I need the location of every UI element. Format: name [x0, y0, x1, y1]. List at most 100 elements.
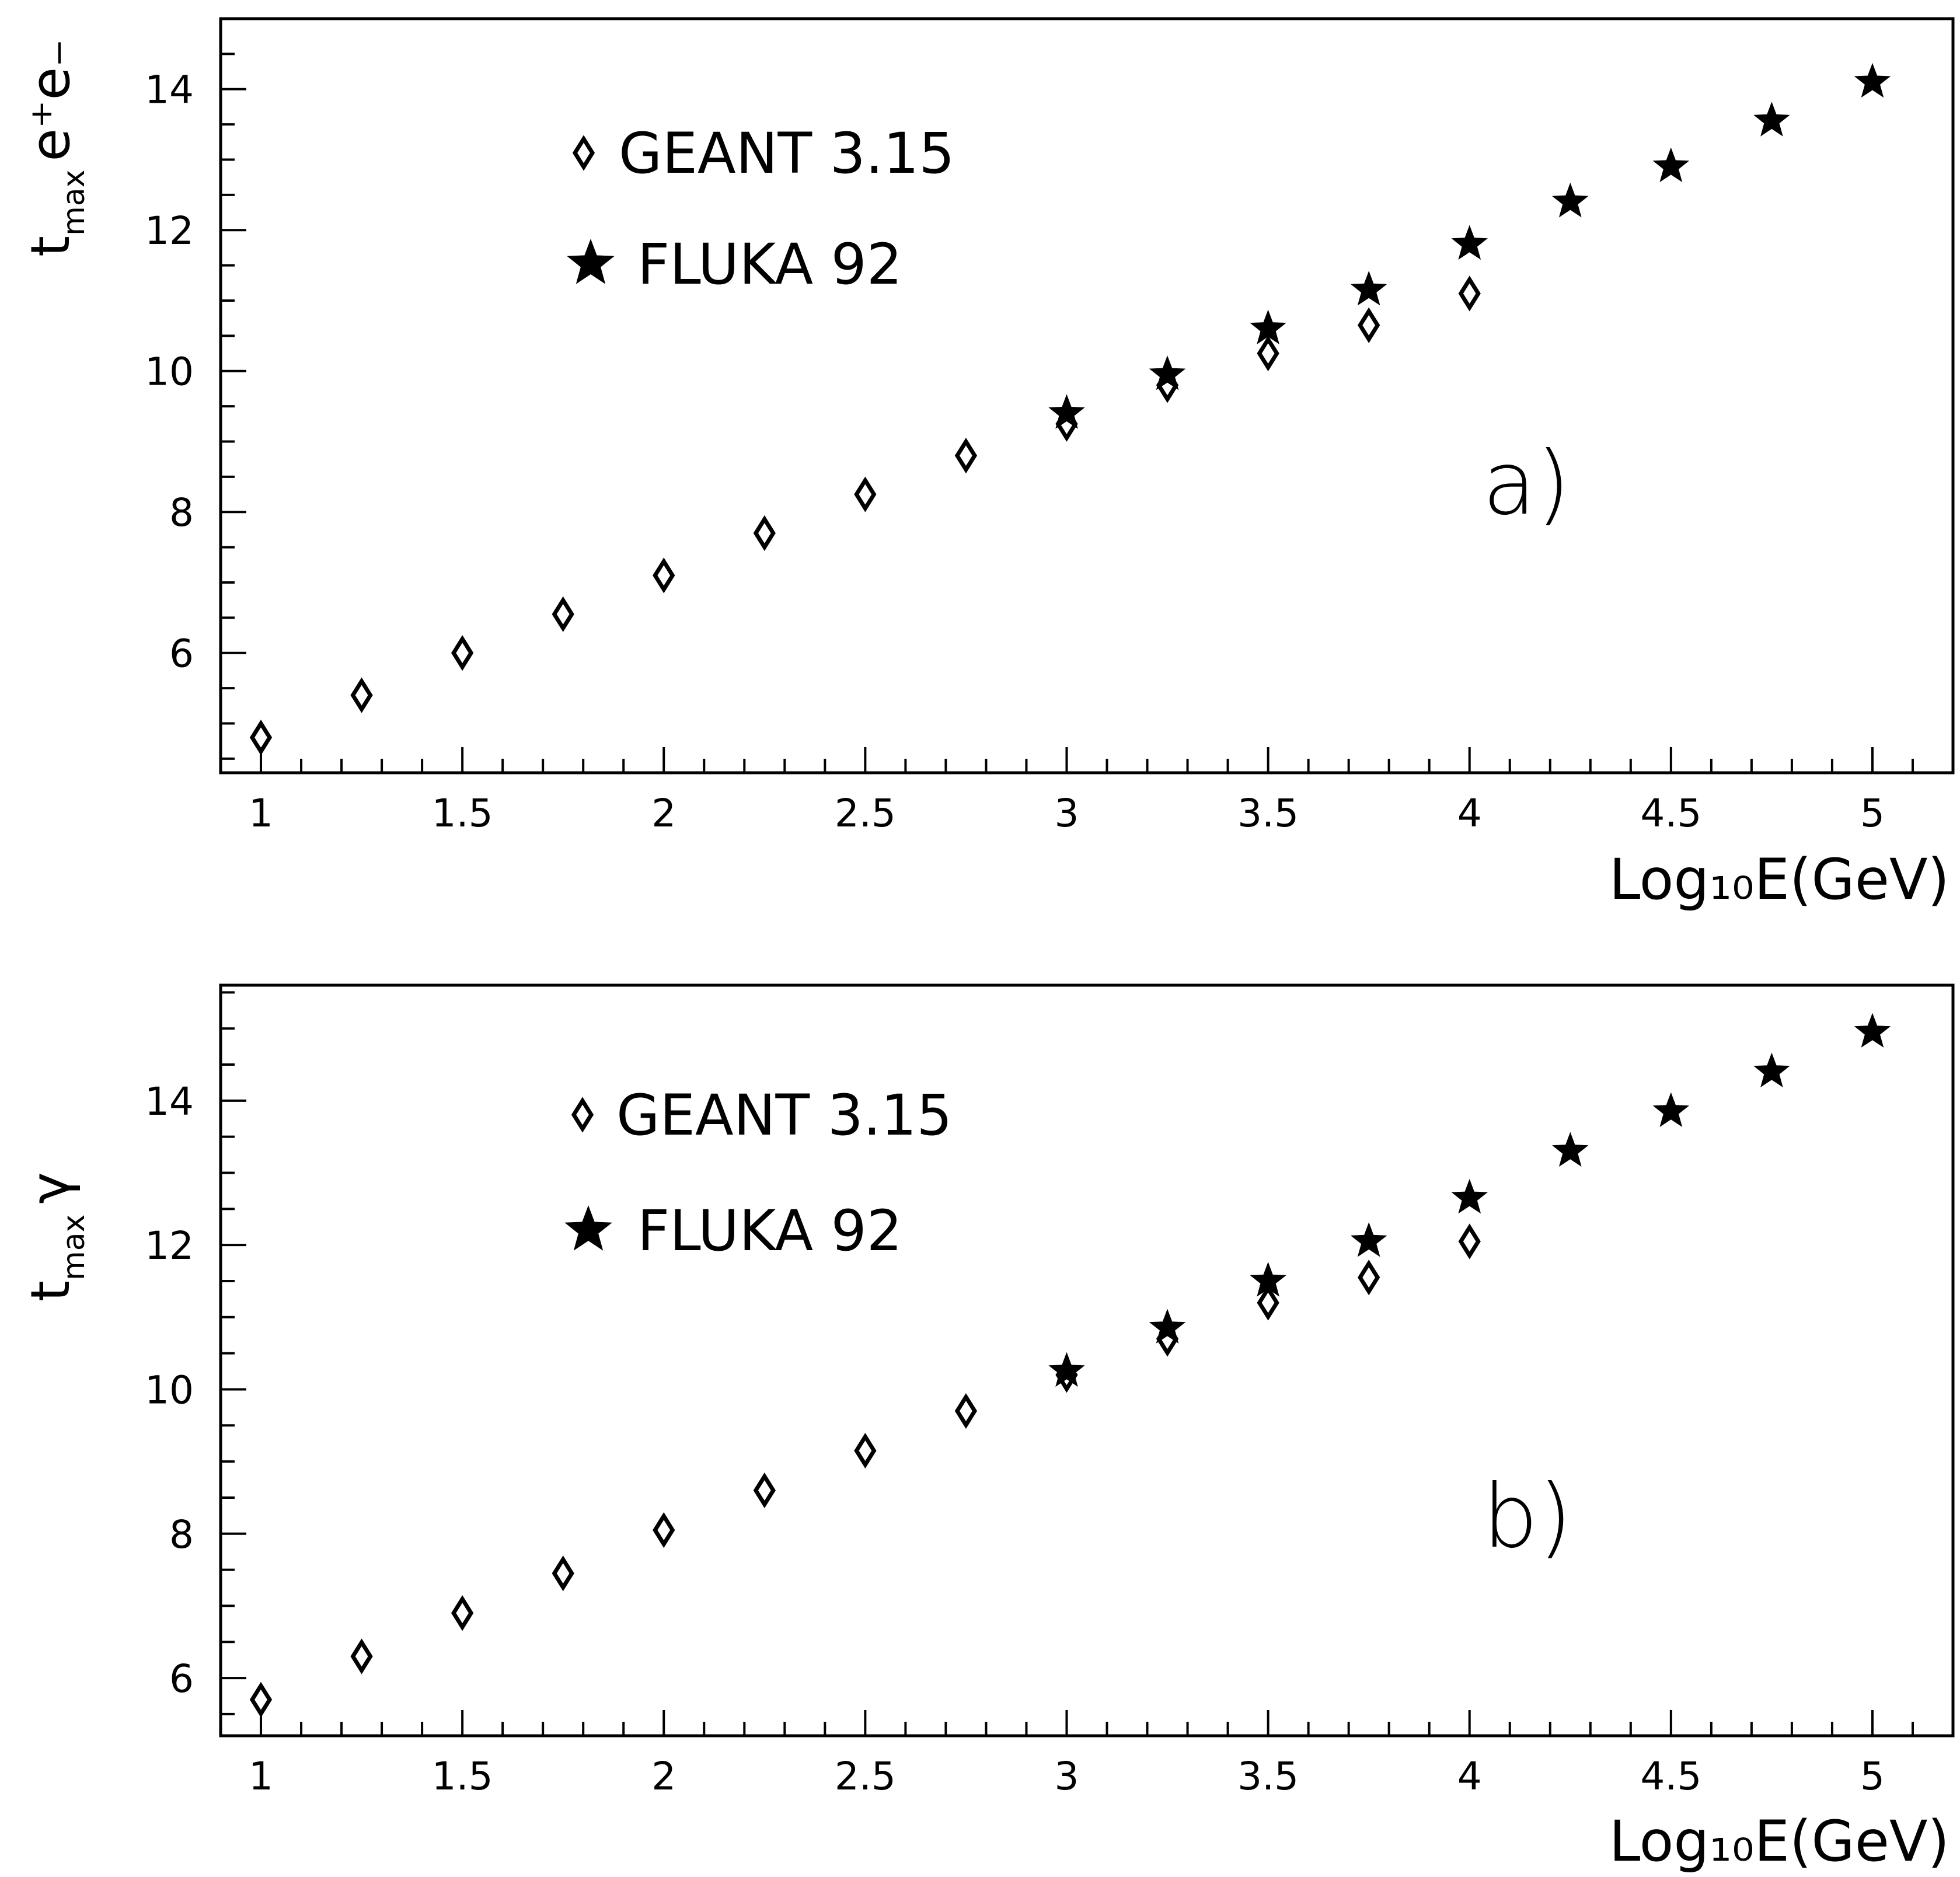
data-point-geant: [854, 476, 877, 512]
legend-diamond-symbol: [571, 1097, 594, 1133]
x-tick-label: 3: [1054, 1754, 1079, 1799]
data-point-geant: [1257, 335, 1279, 372]
data-point-fluka: [1350, 271, 1387, 306]
y-tick-label: 6: [169, 632, 194, 676]
y-tick-label: 8: [169, 490, 194, 535]
data-point-fluka: [1250, 1262, 1286, 1297]
data-point-fluka: [1350, 1222, 1387, 1257]
data-point-fluka: [1551, 183, 1589, 218]
data-point-geant: [653, 1512, 675, 1548]
plot-frame: [219, 17, 1955, 774]
data-point-geant: [350, 1638, 373, 1674]
data-point-geant: [1458, 275, 1481, 312]
data-point-geant: [854, 1432, 877, 1469]
data-point-geant: [653, 557, 675, 594]
data-point-geant: [552, 1555, 574, 1592]
x-tick-label: 2.5: [835, 1754, 896, 1799]
data-point-fluka: [1149, 355, 1186, 390]
x-axis-ticks: 1 1.5 2 2.5 3 3.5 4 4.5 5: [219, 747, 1954, 836]
y-axis-label-sub: max: [57, 1215, 92, 1281]
x-tick-label: 2.5: [835, 791, 896, 836]
data-point-geant: [753, 1472, 776, 1509]
series-layer: [249, 1013, 1891, 1718]
y-axis-label: tmax γ: [19, 1172, 92, 1302]
data-point-geant: [451, 1595, 474, 1631]
legend-marker-geant: [571, 1097, 594, 1133]
legend-marker-geant: [572, 135, 595, 171]
data-point-geant: [249, 720, 273, 756]
y-axis-label-sub: max: [57, 170, 92, 236]
y-tick-label: 6: [169, 1656, 194, 1701]
y-tick-label: 12: [145, 1223, 194, 1268]
data-point-geant: [1257, 1285, 1279, 1321]
legend-star-symbol: [567, 239, 615, 284]
data-point-geant: [350, 677, 373, 713]
data-point-fluka: [1854, 62, 1891, 98]
legend-label-fluka: FLUKA 92: [637, 232, 902, 297]
x-tick-label: 5: [1860, 791, 1885, 836]
data-point-fluka: [1451, 1178, 1488, 1214]
legend: GEANT 3.15 FLUKA 92: [567, 121, 954, 297]
x-tick-label: 5: [1860, 1754, 1885, 1799]
y-axis-label-main: t: [19, 1281, 82, 1302]
svg-text:tmaxγ: tmax γ: [19, 1172, 92, 1302]
x-tick-label: 4.5: [1640, 1754, 1701, 1799]
legend-label-geant: GEANT 3.15: [619, 121, 954, 186]
data-point-geant: [451, 635, 474, 671]
y-axis-label-suffix: γ: [19, 1172, 82, 1203]
data-point-fluka: [1854, 1013, 1891, 1048]
legend: GEANT 3.15 FLUKA 92: [564, 1083, 952, 1264]
plot-frame: [219, 983, 1955, 1738]
x-tick-label: 3.5: [1237, 791, 1299, 836]
data-point-fluka: [1551, 1132, 1589, 1167]
data-point-geant: [753, 515, 776, 552]
x-tick-label: 4.5: [1640, 791, 1701, 836]
x-tick-label: 1.5: [432, 1754, 493, 1799]
panel-b: 1 1.5 2 2.5 3 3.5 4 4.5 5 6 8 10 12 14 tmax γ Log₁₀E(…: [19, 983, 1955, 1874]
data-point-geant: [1458, 1223, 1481, 1260]
y-axis-ticks: 6 8 10 12 14: [145, 991, 246, 1715]
legend-label-geant: GEANT 3.15: [616, 1083, 952, 1148]
panel-label: a): [1483, 433, 1570, 535]
y-tick-label: 14: [145, 1079, 194, 1124]
panel-label: b): [1483, 1466, 1572, 1568]
legend-marker-fluka: [567, 239, 615, 284]
y-axis-label: tmax e⁺e₋: [19, 39, 92, 257]
data-point-geant: [1358, 1260, 1380, 1296]
y-tick-label: 10: [145, 350, 194, 395]
x-tick-label: 1.5: [432, 791, 493, 836]
data-point-geant: [1358, 307, 1380, 343]
legend-label-fluka: FLUKA 92: [637, 1198, 902, 1264]
x-tick-label: 2: [651, 791, 676, 836]
legend-diamond-symbol: [572, 135, 595, 171]
legend-star-symbol: [564, 1205, 612, 1251]
data-point-geant: [249, 1681, 273, 1718]
data-point-fluka: [1652, 147, 1690, 183]
data-point-fluka: [1451, 225, 1488, 260]
data-point-geant: [954, 1393, 978, 1429]
x-tick-label: 3: [1054, 791, 1079, 836]
legend-marker-fluka: [564, 1205, 612, 1251]
y-tick-label: 8: [169, 1512, 194, 1557]
data-point-fluka: [1652, 1092, 1690, 1128]
data-point-geant: [552, 596, 574, 632]
x-tick-label: 4: [1457, 1754, 1482, 1799]
series-layer: [249, 62, 1891, 756]
data-point-fluka: [1753, 102, 1790, 137]
x-tick-label: 3.5: [1237, 1754, 1299, 1799]
x-axis-ticks: 1 1.5 2 2.5 3 3.5 4 4.5 5: [219, 1710, 1954, 1799]
y-tick-label: 10: [145, 1367, 194, 1412]
x-axis-label: Log₁₀E(GeV): [1609, 1809, 1949, 1874]
x-tick-label: 2: [651, 1754, 676, 1799]
y-tick-label: 14: [145, 68, 194, 113]
data-point-fluka: [1048, 1352, 1085, 1387]
x-axis-label: Log₁₀E(GeV): [1609, 847, 1949, 912]
data-point-fluka: [1753, 1052, 1790, 1088]
svg-text:tmaxe⁺e₋: tmax e⁺e₋: [19, 39, 92, 257]
x-tick-label: 1: [249, 791, 273, 836]
y-tick-label: 12: [145, 208, 194, 253]
data-point-fluka: [1149, 1309, 1186, 1344]
data-point-fluka: [1048, 394, 1085, 429]
y-axis-label-suffix: e⁺e₋: [19, 39, 82, 161]
